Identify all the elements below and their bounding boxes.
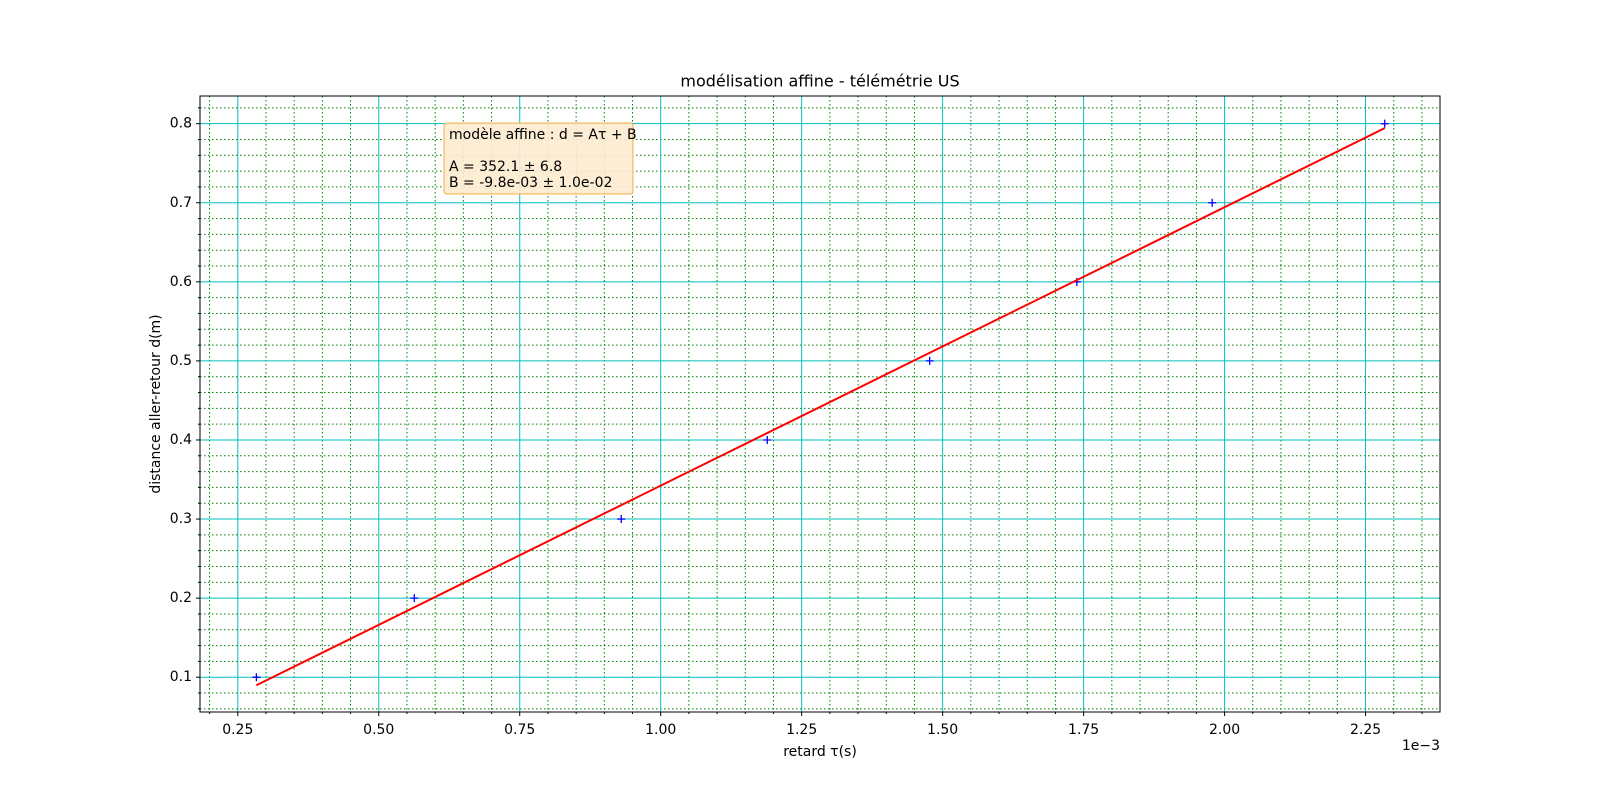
y-tick-label: 0.4: [170, 432, 192, 448]
fit-line: [255, 127, 1386, 687]
annotation-text: modèle affine : d = Aτ + B: [449, 127, 637, 143]
plot-frame: [199, 95, 1441, 713]
x-tick-label: 1.00: [645, 722, 676, 738]
annotation-text: B = -9.8e-03 ± 1.0e-02: [449, 175, 612, 191]
y-tick-label: 0.6: [170, 274, 192, 290]
y-tick-label: 0.1: [170, 669, 192, 685]
data-point: [252, 673, 261, 682]
chart-title: modélisation affine - télémétrie US: [680, 72, 959, 91]
y-axis-label: distance aller-retour d(m): [148, 314, 164, 493]
annotation-text: A = 352.1 ± 6.8: [449, 159, 562, 175]
data-point: [410, 594, 419, 603]
x-offset-label: 1e−3: [1402, 738, 1440, 754]
annotation-box: [443, 122, 634, 195]
y-tick-label: 0.8: [170, 116, 192, 132]
y-tick-label: 0.2: [170, 590, 192, 606]
data-point: [1380, 119, 1389, 128]
x-tick-label: 0.75: [504, 722, 535, 738]
x-axis-label: retard τ(s): [783, 744, 857, 760]
y-tick-label: 0.3: [170, 511, 192, 527]
data-point: [925, 356, 934, 365]
x-tick-label: 1.75: [1068, 722, 1099, 738]
x-tick-label: 2.25: [1350, 722, 1381, 738]
x-tick-label: 0.25: [222, 722, 253, 738]
x-tick-label: 1.25: [786, 722, 817, 738]
data-point: [763, 435, 772, 444]
data-point: [617, 515, 626, 524]
data-point: [1208, 198, 1217, 207]
x-tick-label: 2.00: [1209, 722, 1240, 738]
x-tick-label: 1.50: [927, 722, 958, 738]
y-tick-label: 0.7: [170, 195, 192, 211]
y-tick-label: 0.5: [170, 353, 192, 369]
x-tick-label: 0.50: [363, 722, 394, 738]
